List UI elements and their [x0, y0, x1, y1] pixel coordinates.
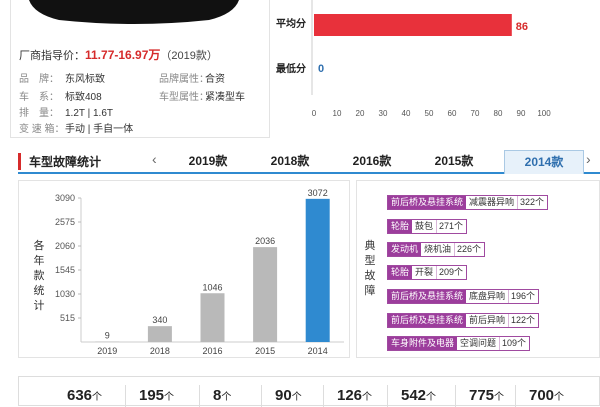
tab-2015[interactable]: 2015款 [414, 150, 494, 174]
tab-2014[interactable]: 2014款 [504, 150, 584, 174]
summary-count: 542个 [401, 387, 436, 404]
score-tick-label: 0 [312, 109, 317, 118]
summary-count: 195个 [139, 387, 174, 404]
summary-divider [199, 385, 200, 407]
tab-2018[interactable]: 2018款 [250, 150, 330, 174]
typical-faults-title: 典型故障 [363, 239, 377, 299]
score-tick-label: 100 [537, 109, 551, 118]
score-tick-label: 70 [471, 109, 480, 118]
score-bar-average [314, 14, 512, 36]
spec-transmission: 变 速 箱：手动 | 手自一体 [19, 120, 133, 135]
count-bar-value-label: 9 [105, 331, 110, 341]
tab-next-arrow[interactable]: › [586, 151, 591, 167]
count-bar-value-label: 3072 [308, 188, 328, 198]
summary-count: 636个 [67, 387, 102, 404]
guide-price: 厂商指导价：11.77-16.97万（2019款） [19, 46, 218, 63]
score-label-average: 平均分 [276, 17, 306, 30]
count-x-tick-label: 2019 [97, 346, 117, 356]
tab-prev-arrow[interactable]: ‹ [152, 151, 157, 167]
count-y-tick-label: 1030 [55, 289, 75, 299]
count-bar-2018[interactable] [148, 326, 172, 342]
count-bar-value-label: 2036 [255, 236, 275, 246]
summary-count: 126个 [337, 387, 372, 404]
count-chart-svg: 515 1030 1545 2060 2575 3090 9 2019 340 2018 1046 2… [19, 181, 351, 359]
score-value-average: 86 [516, 21, 528, 33]
summary-divider [125, 385, 126, 407]
summary-count: 8个 [213, 387, 231, 404]
tab-2019[interactable]: 2019款 [168, 150, 248, 174]
count-bar-2016[interactable] [201, 293, 225, 342]
summary-count: 90个 [275, 387, 302, 404]
count-y-tick-label: 2060 [55, 241, 75, 251]
count-y-tick-label: 3090 [55, 193, 75, 203]
score-tick-label: 90 [517, 109, 526, 118]
score-tick-label: 20 [356, 109, 365, 118]
summary-row: 636个 195个 8个 90个 126个 542个 775个 700个 [18, 376, 600, 406]
spec-series: 车 系：标致408 [19, 88, 102, 103]
spec-model-attribute: 车型属性：紧凑型车 [159, 88, 245, 103]
score-chart: 平均分 86 最低分 0 0 10 20 30 40 50 60 70 80 90 100 [272, 0, 572, 125]
tab-2016[interactable]: 2016款 [332, 150, 412, 174]
summary-divider [455, 385, 456, 407]
summary-count: 700个 [529, 387, 564, 404]
count-bar-value-label: 1046 [202, 282, 222, 292]
guide-price-label: 厂商指导价： [19, 50, 85, 62]
car-info-card: 厂商指导价：11.77-16.97万（2019款） 品 牌：东风标致 车 系：标… [10, 0, 270, 138]
count-x-tick-label: 2016 [202, 346, 222, 356]
spec-brand: 品 牌：东风标致 [19, 70, 105, 85]
summary-divider [323, 385, 324, 407]
car-image[interactable] [29, 0, 239, 24]
summary-count: 775个 [469, 387, 504, 404]
count-x-tick-label: 2015 [255, 346, 275, 356]
guide-price-year: （2019款） [160, 50, 217, 62]
guide-price-value: 11.77-16.97万 [85, 48, 160, 62]
count-bar-2015[interactable] [253, 247, 277, 342]
count-y-tick-label: 1545 [55, 265, 75, 275]
count-bar-2014[interactable] [306, 199, 330, 342]
score-value-minimum: 0 [318, 63, 324, 75]
score-tick-label: 50 [425, 109, 434, 118]
score-tick-label: 60 [448, 109, 457, 118]
count-y-tick-label: 2575 [55, 217, 75, 227]
summary-divider [261, 385, 262, 407]
score-tick-label: 30 [379, 109, 388, 118]
score-label-minimum: 最低分 [276, 62, 306, 75]
count-x-tick-label: 2018 [150, 346, 170, 356]
score-tick-label: 40 [402, 109, 411, 118]
section-title: 车型故障统计 [18, 153, 101, 170]
count-y-tick-label: 515 [60, 313, 75, 323]
score-tick-label: 10 [333, 109, 342, 118]
count-bar-value-label: 340 [152, 315, 167, 325]
count-x-tick-label: 2014 [308, 346, 328, 356]
spec-displacement: 排 量：1.2T | 1.6T [19, 104, 113, 119]
spec-brand-attribute: 品牌属性：合资 [159, 70, 225, 85]
score-tick-label: 80 [494, 109, 503, 118]
summary-divider [387, 385, 388, 407]
year-tab-bar: 车型故障统计 ‹ 2019款 2018款 2016款 2015款 2014款 › [18, 148, 600, 174]
summary-divider [515, 385, 516, 407]
